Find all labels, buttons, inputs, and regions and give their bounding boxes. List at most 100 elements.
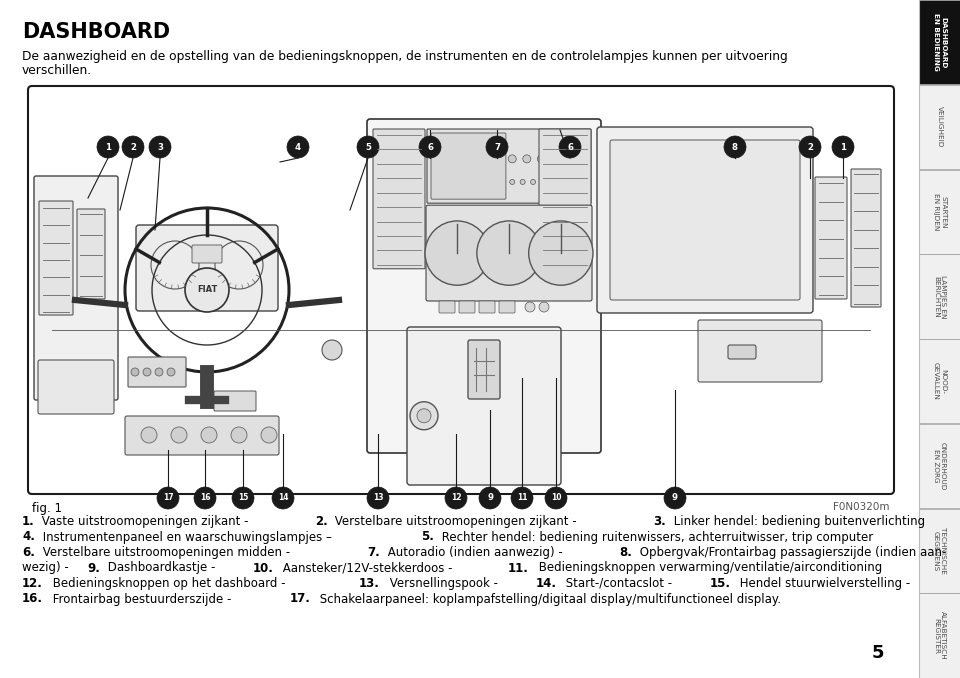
Circle shape xyxy=(322,340,342,360)
FancyBboxPatch shape xyxy=(610,140,800,300)
Circle shape xyxy=(566,155,574,163)
Bar xyxy=(919,85,960,169)
Circle shape xyxy=(541,180,546,184)
FancyBboxPatch shape xyxy=(539,129,591,268)
Text: 3.: 3. xyxy=(653,515,666,528)
Circle shape xyxy=(525,302,535,312)
Bar xyxy=(919,339,960,423)
Circle shape xyxy=(832,136,854,158)
Circle shape xyxy=(581,155,589,163)
Text: 4: 4 xyxy=(295,142,301,151)
Text: verschillen.: verschillen. xyxy=(22,64,92,77)
Text: 10: 10 xyxy=(551,494,562,502)
Text: wezig) -: wezig) - xyxy=(22,561,73,574)
Text: 2: 2 xyxy=(130,142,136,151)
Text: Instrumentenpaneel en waarschuwingslampjes –: Instrumentenpaneel en waarschuwingslampj… xyxy=(38,530,335,544)
Text: ALFABETISCH
REGISTER: ALFABETISCH REGISTER xyxy=(933,612,946,660)
Text: 11: 11 xyxy=(516,494,527,502)
Circle shape xyxy=(486,136,508,158)
Circle shape xyxy=(551,180,557,184)
Circle shape xyxy=(410,402,438,430)
Text: 6: 6 xyxy=(427,142,433,151)
Text: 7: 7 xyxy=(494,142,500,151)
Text: fig. 1: fig. 1 xyxy=(32,502,62,515)
Text: 5: 5 xyxy=(872,644,884,662)
Text: 14: 14 xyxy=(277,494,288,502)
FancyBboxPatch shape xyxy=(431,133,506,199)
Circle shape xyxy=(155,368,163,376)
Text: 13.: 13. xyxy=(359,577,380,590)
Bar xyxy=(919,0,960,84)
Circle shape xyxy=(583,180,588,184)
Circle shape xyxy=(194,487,216,509)
Bar xyxy=(919,424,960,508)
Circle shape xyxy=(185,268,229,312)
Circle shape xyxy=(572,180,577,184)
FancyBboxPatch shape xyxy=(851,169,881,307)
Circle shape xyxy=(417,409,431,423)
Text: 7.: 7. xyxy=(368,546,380,559)
Text: 15.: 15. xyxy=(709,577,731,590)
Circle shape xyxy=(562,180,566,184)
Text: 6.: 6. xyxy=(22,546,35,559)
FancyBboxPatch shape xyxy=(367,119,601,453)
Text: 12: 12 xyxy=(451,494,461,502)
Text: Versnellingspook -: Versnellingspook - xyxy=(386,577,502,590)
Text: Vaste uitstroomopeningen zijkant -: Vaste uitstroomopeningen zijkant - xyxy=(38,515,252,528)
Text: 16.: 16. xyxy=(22,593,43,605)
FancyBboxPatch shape xyxy=(192,245,222,263)
Bar xyxy=(919,170,960,254)
Circle shape xyxy=(157,487,179,509)
FancyBboxPatch shape xyxy=(373,129,425,268)
Text: 14.: 14. xyxy=(536,577,556,590)
Circle shape xyxy=(272,487,294,509)
Circle shape xyxy=(559,136,581,158)
Text: 17.: 17. xyxy=(289,593,310,605)
Text: 5.: 5. xyxy=(421,530,434,544)
Text: De aanwezigheid en de opstelling van de bedieningsknoppen, de instrumenten en de: De aanwezigheid en de opstelling van de … xyxy=(22,50,788,63)
Text: 15: 15 xyxy=(238,494,249,502)
Text: 2.: 2. xyxy=(315,515,327,528)
Text: 11.: 11. xyxy=(508,561,529,574)
Circle shape xyxy=(664,487,686,509)
Circle shape xyxy=(523,155,531,163)
Circle shape xyxy=(477,221,541,285)
Text: ONDERHOUD
EN ZORG: ONDERHOUD EN ZORG xyxy=(933,442,946,490)
FancyBboxPatch shape xyxy=(499,301,515,313)
Text: 8.: 8. xyxy=(619,546,633,559)
Text: F0N0320m: F0N0320m xyxy=(833,502,890,512)
Text: DASHBOARD: DASHBOARD xyxy=(22,22,170,42)
Text: TECHNISCHE
GEGEVENS: TECHNISCHE GEGEVENS xyxy=(933,527,946,574)
Circle shape xyxy=(122,136,144,158)
Circle shape xyxy=(538,155,545,163)
Circle shape xyxy=(508,155,516,163)
Text: 9.: 9. xyxy=(87,561,100,574)
Circle shape xyxy=(545,487,567,509)
Text: STARTEN
EN RIJDEN: STARTEN EN RIJDEN xyxy=(933,193,946,231)
Text: 12.: 12. xyxy=(22,577,43,590)
Text: Verstelbare uitstroomopeningen midden -: Verstelbare uitstroomopeningen midden - xyxy=(38,546,294,559)
Circle shape xyxy=(201,427,217,443)
Text: 10.: 10. xyxy=(252,561,274,574)
FancyBboxPatch shape xyxy=(128,357,186,387)
Text: 2: 2 xyxy=(807,142,813,151)
Text: 4.: 4. xyxy=(22,530,35,544)
Text: 13: 13 xyxy=(372,494,383,502)
Circle shape xyxy=(445,487,467,509)
Bar xyxy=(919,593,960,677)
FancyBboxPatch shape xyxy=(125,416,279,455)
Circle shape xyxy=(531,180,536,184)
Text: Bedieningsknoppen op het dashboard -: Bedieningsknoppen op het dashboard - xyxy=(49,577,289,590)
Circle shape xyxy=(425,221,490,285)
Text: 16: 16 xyxy=(200,494,210,502)
FancyBboxPatch shape xyxy=(459,301,475,313)
Circle shape xyxy=(367,487,389,509)
Text: Autoradio (indien aanwezig) -: Autoradio (indien aanwezig) - xyxy=(384,546,566,559)
Circle shape xyxy=(479,487,501,509)
Circle shape xyxy=(357,136,379,158)
Circle shape xyxy=(232,487,254,509)
Text: Verstelbare uitstroomopeningen zijkant -: Verstelbare uitstroomopeningen zijkant - xyxy=(331,515,581,528)
Text: 5: 5 xyxy=(365,142,371,151)
Text: FIAT: FIAT xyxy=(197,285,217,294)
Circle shape xyxy=(143,368,151,376)
